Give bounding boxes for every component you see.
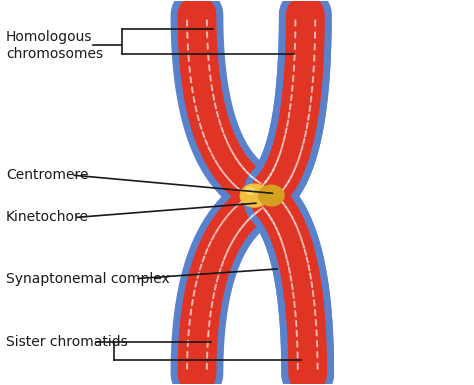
Text: Homologous
chromosomes: Homologous chromosomes [6, 30, 103, 61]
Text: Centromere: Centromere [6, 168, 89, 182]
Circle shape [259, 185, 284, 206]
Text: Kinetochore: Kinetochore [6, 210, 89, 224]
Text: Synaptonemal complex: Synaptonemal complex [6, 271, 170, 286]
Text: Sister chromatids: Sister chromatids [6, 335, 128, 349]
Circle shape [240, 184, 269, 207]
Circle shape [246, 187, 255, 194]
